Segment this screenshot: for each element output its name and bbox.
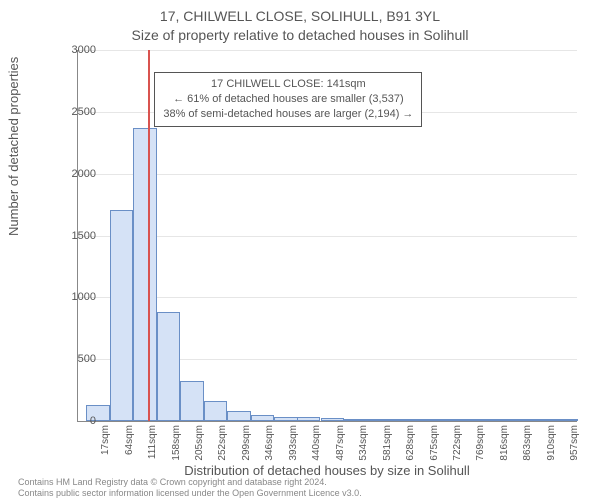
x-tick-label: 205sqm <box>194 425 205 461</box>
callout-line: 38% of semi-detached houses are larger (… <box>163 107 413 122</box>
y-tick-label: 2000 <box>56 168 96 180</box>
histogram-bar <box>438 419 461 421</box>
y-tick-label: 1500 <box>56 230 96 242</box>
x-tick-label: 581sqm <box>382 425 393 461</box>
marker-line <box>148 50 150 421</box>
x-tick-label: 534sqm <box>358 425 369 461</box>
x-tick-label: 675sqm <box>429 425 440 461</box>
attribution-footer: Contains HM Land Registry data © Crown c… <box>18 477 362 498</box>
callout-line: 17 CHILWELL CLOSE: 141sqm <box>163 77 413 92</box>
x-tick-label: 299sqm <box>241 425 252 461</box>
x-tick-label: 769sqm <box>475 425 486 461</box>
x-tick-label: 346sqm <box>264 425 275 461</box>
x-tick-label: 628sqm <box>405 425 416 461</box>
histogram-bar <box>391 419 414 421</box>
x-axis-label: Distribution of detached houses by size … <box>77 463 577 478</box>
x-tick-label: 722sqm <box>452 425 463 461</box>
histogram-bar <box>274 417 297 421</box>
histogram-bar <box>227 411 250 421</box>
histogram-bar <box>321 418 344 421</box>
y-axis-label: Number of detached properties <box>6 57 21 236</box>
histogram-bar <box>110 210 133 421</box>
x-tick-label: 957sqm <box>569 425 580 461</box>
chart-container: 17, CHILWELL CLOSE, SOLIHULL, B91 3YL Si… <box>0 0 600 500</box>
histogram-bar <box>367 419 390 421</box>
callout-box: 17 CHILWELL CLOSE: 141sqm← 61% of detach… <box>154 72 422 127</box>
y-tick-label: 0 <box>56 415 96 427</box>
histogram-bar <box>297 417 320 421</box>
x-tick-label: 111sqm <box>147 425 158 459</box>
x-tick-label: 64sqm <box>124 425 135 455</box>
histogram-bar <box>133 128 156 421</box>
callout-line: ← 61% of detached houses are smaller (3,… <box>163 92 413 107</box>
x-tick-label: 158sqm <box>171 425 182 461</box>
y-tick-label: 2500 <box>56 106 96 118</box>
histogram-bar <box>461 419 484 421</box>
histogram-bar <box>157 312 180 421</box>
x-tick-label: 863sqm <box>522 425 533 461</box>
histogram-bar <box>180 381 203 421</box>
plot-area: 17 CHILWELL CLOSE: 141sqm← 61% of detach… <box>77 50 577 422</box>
histogram-bar <box>555 419 578 421</box>
x-tick-label: 440sqm <box>311 425 322 461</box>
y-tick-label: 1000 <box>56 291 96 303</box>
histogram-bar <box>204 401 227 421</box>
x-tick-label: 487sqm <box>335 425 346 461</box>
chart-title: Size of property relative to detached ho… <box>0 27 600 43</box>
footer-line: Contains public sector information licen… <box>18 488 362 498</box>
histogram-bar <box>251 415 274 421</box>
histogram-bar <box>508 419 531 421</box>
x-tick-label: 816sqm <box>499 425 510 461</box>
x-tick-label: 252sqm <box>217 425 228 461</box>
histogram-bar <box>414 419 437 421</box>
x-tick-label: 393sqm <box>288 425 299 461</box>
footer-line: Contains HM Land Registry data © Crown c… <box>18 477 362 487</box>
gridline <box>78 50 577 51</box>
y-tick-label: 500 <box>56 353 96 365</box>
histogram-bar <box>485 419 508 421</box>
super-title: 17, CHILWELL CLOSE, SOLIHULL, B91 3YL <box>0 8 600 24</box>
histogram-bar <box>344 419 367 421</box>
x-tick-label: 910sqm <box>546 425 557 461</box>
x-tick-label: 17sqm <box>100 425 111 455</box>
histogram-bar <box>532 419 555 421</box>
y-tick-label: 3000 <box>56 44 96 56</box>
